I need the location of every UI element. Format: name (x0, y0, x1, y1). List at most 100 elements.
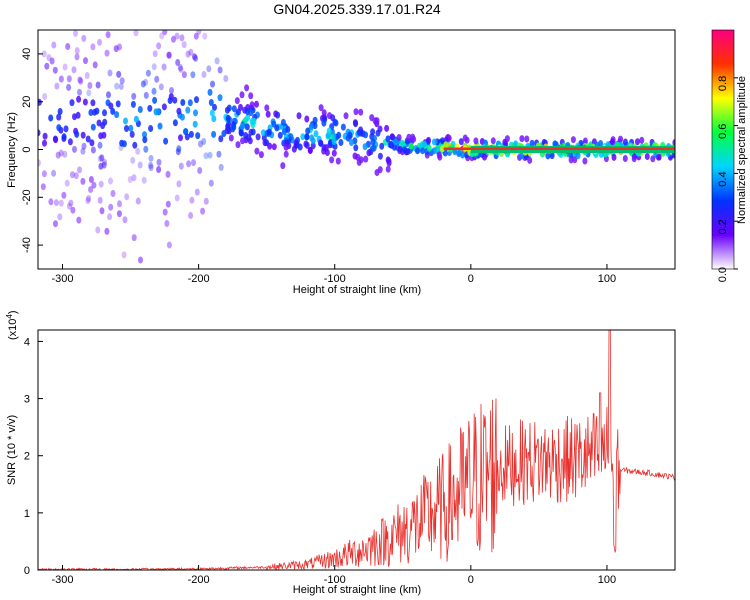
x-tick-label: -300 (51, 574, 73, 586)
spectrogram-cell (250, 128, 256, 136)
spectrogram-cell (235, 141, 241, 149)
spectrogram-cell (639, 136, 645, 144)
spectrogram-cell (171, 35, 176, 43)
spectrogram-cell (99, 207, 105, 215)
spectrogram-cell (74, 53, 80, 61)
spectrogram-cell (208, 99, 214, 106)
spectrogram-cell (42, 139, 47, 147)
spectrogram-cell (356, 158, 362, 166)
y-tick-label: 40 (21, 48, 33, 60)
y-tick-label: 4 (24, 336, 30, 348)
spectrogram-cell (76, 216, 82, 224)
spectrogram-cell (100, 122, 106, 130)
y-tick-label: 2 (24, 451, 30, 463)
spectrogram-cell (271, 143, 277, 151)
spectrogram-cell (44, 62, 50, 70)
spectrogram-cell (41, 50, 47, 58)
spectrogram-cell (575, 152, 581, 160)
spectrogram-cell (303, 140, 309, 148)
spectrogram-cell (254, 147, 260, 155)
spectrogram-cell (73, 30, 78, 37)
spectrogram-cell (104, 227, 110, 235)
snr-y-ticks: 0 1 2 3 4 (24, 336, 43, 577)
spectrogram-cell (148, 125, 154, 132)
spectrogram-cell (98, 162, 104, 170)
spectrogram-cell (89, 139, 95, 147)
spectrogram-cell (185, 106, 191, 114)
spectrogram-cell (95, 226, 101, 234)
spectrogram-cell (74, 47, 80, 55)
spectrogram-cell (238, 103, 243, 111)
spectrogram-cell (163, 137, 169, 145)
spectrogram-cell (88, 109, 94, 116)
x-tick-label: -200 (188, 273, 210, 285)
spectrogram-cell (212, 103, 217, 111)
spectrogram-cell (42, 93, 48, 100)
spectrogram-cell (161, 103, 167, 111)
spectrogram-cell (194, 188, 200, 196)
spectrogram-y-label: Frequency (Hz) (6, 112, 18, 188)
spectrogram-cell (228, 134, 234, 142)
spectrogram-cell (132, 141, 138, 149)
spectrogram-cell (207, 88, 213, 96)
spectrogram-cell (192, 120, 198, 128)
spectrogram-cell (206, 65, 212, 73)
spectrogram-cell (224, 106, 230, 114)
spectrogram-cell (377, 152, 383, 160)
spectrogram-cell (221, 130, 227, 137)
spectrogram-cell (71, 66, 77, 74)
spectrogram-cell (180, 99, 186, 106)
spectrogram-cell (40, 183, 46, 191)
spectrogram-cell (162, 208, 168, 216)
spectrogram-cell (166, 51, 172, 59)
spectrogram-cell (193, 109, 198, 117)
spectrogram-cell (397, 145, 403, 153)
spectrogram-cell (321, 119, 327, 127)
spectrogram-cell (127, 176, 133, 183)
spectrogram-cell (104, 49, 110, 57)
spectrogram-cell (254, 100, 259, 108)
spectrogram-cell (68, 199, 74, 207)
spectrogram-cell (143, 91, 149, 99)
spectrogram-cell (66, 83, 72, 91)
spectrogram-cell (214, 57, 220, 65)
spectrogram-cell (260, 129, 266, 137)
spectrogram-cell (374, 117, 380, 125)
spectrogram-cell (408, 142, 414, 150)
snr-background (38, 330, 675, 570)
spectrogram-cell (121, 251, 127, 259)
spectrogram-cell (225, 114, 231, 122)
spectrogram-cell (62, 63, 68, 71)
spectrogram-cell (66, 75, 72, 82)
spectrogram-cell (130, 156, 136, 164)
spectrogram-cell (239, 91, 245, 99)
spectrogram-cell (56, 124, 62, 132)
spectrogram-cell (135, 197, 141, 205)
spectrogram-cell (201, 71, 207, 78)
spectrogram-cell (80, 147, 86, 155)
spectrogram-cell (631, 155, 637, 163)
spectrogram-cell (369, 114, 375, 122)
spectrogram-cell (116, 70, 122, 78)
spectrogram-cell (618, 135, 623, 143)
spectrogram-cell (69, 99, 75, 107)
spectrogram-cell (148, 154, 154, 162)
spectrogram-cell (326, 127, 332, 135)
spectrogram-marks (38, 30, 675, 264)
spectrogram-cell (114, 82, 120, 90)
spectrogram-cell (385, 165, 391, 173)
spectrogram-cell (335, 157, 341, 165)
snr-x-label: Height of straight line (km) (293, 584, 421, 596)
spectrogram-cell (203, 197, 209, 205)
spectrogram-cell (73, 172, 79, 180)
spectrogram-cell (90, 123, 96, 131)
spectrogram-cell (65, 43, 71, 50)
spectrogram-cell (58, 75, 64, 83)
spectrogram-cell (119, 77, 125, 85)
spectrogram-cell (86, 89, 92, 97)
spectrogram-cell (108, 203, 114, 211)
y-tick-label: -40 (21, 237, 33, 253)
spectrogram-cell (352, 152, 358, 160)
spectrogram-cell (165, 200, 171, 208)
spectrogram-cell (176, 180, 182, 188)
